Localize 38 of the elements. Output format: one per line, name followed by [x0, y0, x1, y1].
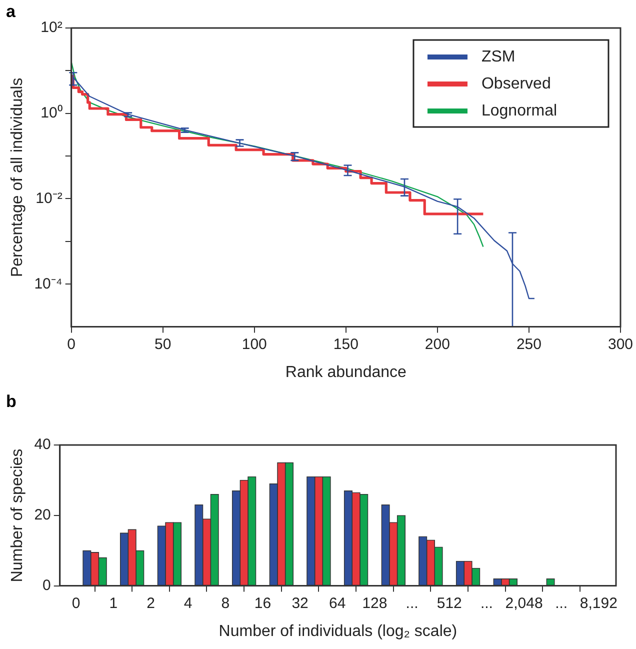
x-tick-label: 64: [329, 594, 346, 612]
x-tick-label: 100: [242, 336, 267, 353]
x-tick-label: 8: [221, 594, 230, 612]
x-tick-label: 0: [72, 594, 80, 612]
x-tick-label: 50: [154, 336, 172, 353]
y-tick-label: 20: [34, 506, 51, 524]
x-tick-label: 16: [254, 594, 272, 612]
legend-label: Lognormal: [481, 102, 558, 120]
legend-label: Observed: [481, 75, 551, 92]
chart-title: a: [6, 2, 16, 22]
x-tick-label: 250: [516, 336, 542, 353]
x-tick-label: ...: [406, 594, 418, 612]
x-tick-label: 2: [146, 594, 155, 612]
x-tick-label: 2,048: [505, 594, 543, 612]
y-tick-label: 10²: [40, 19, 62, 36]
x-tick-label: 0: [67, 336, 76, 353]
y-tick-label: 10⁰: [40, 104, 62, 122]
chart-title: b: [6, 392, 16, 412]
x-tick-label: 4: [184, 594, 192, 612]
y-tick-label: 0: [42, 576, 51, 594]
x-tick-label: 128: [362, 594, 388, 612]
x-tick-label: 512: [436, 594, 462, 612]
x-tick-label: 200: [424, 336, 450, 353]
x-tick-label: ...: [555, 594, 568, 612]
x-tick-label: ...: [480, 594, 493, 612]
x-tick-label: 8,192: [580, 594, 618, 612]
x-tick-label: 300: [608, 336, 633, 353]
y-tick-label: 10⁻⁴: [34, 275, 62, 292]
x-tick-label: 1: [109, 594, 118, 612]
legend-label: ZSM: [481, 48, 516, 66]
x-axis-title: Number of individuals (log₂ scale): [218, 622, 458, 640]
y-tick-label: 40: [34, 436, 51, 454]
y-axis-title: Percentage of all individuals: [9, 78, 26, 278]
y-tick-label: 10⁻²: [36, 190, 62, 207]
x-axis-title: Rank abundance: [285, 364, 406, 381]
x-tick-label: 150: [333, 336, 358, 353]
x-tick-label: 32: [292, 594, 308, 612]
y-axis-title: Number of species: [9, 448, 26, 582]
